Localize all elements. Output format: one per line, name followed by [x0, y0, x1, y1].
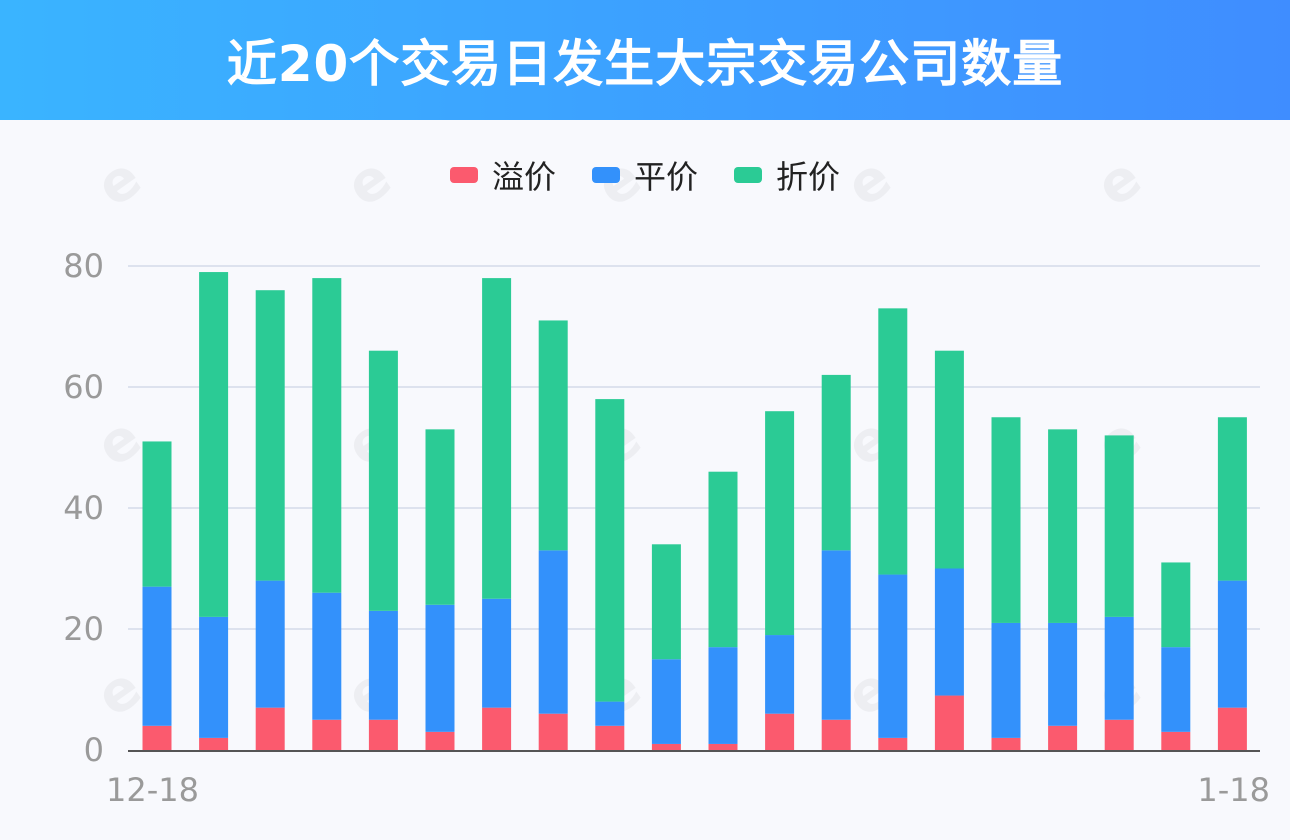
- bar-segment-premium[interactable]: [708, 743, 738, 750]
- bar-segment-par[interactable]: [708, 647, 738, 744]
- grid-lines: [128, 265, 1260, 630]
- bar-segment-discount[interactable]: [595, 399, 625, 702]
- bar-segment-premium[interactable]: [142, 725, 172, 750]
- legend: 溢价 平价 折价: [0, 150, 1290, 200]
- bar-segment-par[interactable]: [1161, 647, 1191, 732]
- bar-segment-par[interactable]: [1048, 622, 1078, 726]
- bar-segment-par[interactable]: [1217, 580, 1247, 708]
- bar-segment-premium[interactable]: [1048, 725, 1078, 750]
- legend-swatch-par: [591, 167, 620, 183]
- bar-segment-par[interactable]: [651, 659, 681, 744]
- bar-segment-discount[interactable]: [651, 544, 681, 660]
- bar-segment-par[interactable]: [765, 635, 795, 714]
- bar-segment-par[interactable]: [142, 586, 172, 726]
- bar-segment-premium[interactable]: [425, 731, 455, 750]
- bar-segment-discount[interactable]: [708, 471, 738, 648]
- legend-item-discount[interactable]: 折价: [734, 152, 840, 198]
- bar-segment-premium[interactable]: [878, 737, 908, 750]
- bar-segment-discount[interactable]: [765, 411, 795, 636]
- bar-segment-par[interactable]: [425, 604, 455, 732]
- bar-segment-premium[interactable]: [1161, 731, 1191, 750]
- bar-segment-discount[interactable]: [368, 350, 398, 611]
- bar-segment-par[interactable]: [368, 610, 398, 720]
- bar-segment-par[interactable]: [934, 568, 964, 696]
- legend-item-par[interactable]: 平价: [591, 152, 698, 198]
- bar-segment-discount[interactable]: [1048, 429, 1078, 623]
- bar-segment-discount[interactable]: [878, 308, 908, 575]
- x-tick-label: 12-18: [106, 771, 199, 809]
- bar-segment-discount[interactable]: [199, 272, 229, 617]
- bar-segment-premium[interactable]: [821, 719, 851, 750]
- x-tick-label: 1-18: [1197, 771, 1270, 809]
- bar-segment-par[interactable]: [821, 550, 851, 720]
- bar-segment-premium[interactable]: [312, 719, 342, 750]
- legend-swatch-discount: [734, 167, 762, 183]
- bar-segment-premium[interactable]: [934, 695, 964, 750]
- x-axis-ticks: 12-18 1-18: [106, 771, 1270, 809]
- bar-segment-discount[interactable]: [538, 320, 568, 551]
- legend-item-premium[interactable]: 溢价: [449, 152, 556, 198]
- bar-segment-par[interactable]: [482, 598, 512, 708]
- legend-label-discount: 折价: [776, 158, 841, 196]
- bar-segment-premium[interactable]: [991, 737, 1021, 750]
- bar-segment-discount[interactable]: [821, 374, 851, 551]
- legend-swatch-premium: [449, 167, 478, 183]
- bar-segment-par[interactable]: [312, 592, 342, 720]
- bar-segment-premium[interactable]: [595, 725, 625, 750]
- page-title: 近20个交易日发生大宗交易公司数量: [226, 35, 1064, 93]
- legend-label-par: 平价: [633, 158, 698, 196]
- bar-segment-discount[interactable]: [1161, 562, 1191, 648]
- bar-segment-discount[interactable]: [934, 350, 964, 569]
- header-banner: 近20个交易日发生大宗交易公司数量: [0, 0, 1290, 120]
- bar-segment-premium[interactable]: [651, 743, 681, 750]
- bar-segment-premium[interactable]: [255, 707, 285, 750]
- y-tick-label: 40: [63, 489, 104, 527]
- bar-segment-premium[interactable]: [538, 713, 568, 750]
- legend-label-premium: 溢价: [491, 158, 556, 196]
- bar-segment-par[interactable]: [199, 616, 229, 738]
- bar-segment-discount[interactable]: [255, 290, 285, 581]
- y-tick-label: 20: [63, 610, 104, 648]
- bar-segment-discount[interactable]: [142, 441, 172, 587]
- bar-segment-par[interactable]: [538, 550, 568, 714]
- bar-segment-premium[interactable]: [765, 713, 795, 750]
- bar-segment-discount[interactable]: [1104, 435, 1134, 617]
- bar-segment-discount[interactable]: [425, 429, 455, 605]
- bars: [142, 272, 1247, 750]
- bar-segment-premium[interactable]: [1217, 707, 1247, 750]
- bar-segment-premium[interactable]: [199, 737, 229, 750]
- bar-segment-discount[interactable]: [1217, 417, 1247, 581]
- bar-segment-par[interactable]: [595, 701, 625, 726]
- bar-segment-discount[interactable]: [312, 278, 342, 593]
- bar-segment-discount[interactable]: [991, 417, 1021, 623]
- y-axis-ticks: 0 20 40 60 80: [63, 247, 104, 769]
- y-tick-label: 0: [84, 731, 104, 769]
- bar-segment-par[interactable]: [255, 580, 285, 708]
- y-tick-label: 60: [63, 368, 104, 406]
- bar-segment-premium[interactable]: [368, 719, 398, 750]
- bar-segment-par[interactable]: [991, 622, 1021, 738]
- bar-segment-premium[interactable]: [482, 707, 512, 750]
- y-tick-label: 80: [63, 247, 104, 285]
- bar-segment-par[interactable]: [1104, 616, 1134, 720]
- bar-segment-discount[interactable]: [482, 278, 512, 599]
- bar-segment-premium[interactable]: [1104, 719, 1134, 750]
- bar-segment-par[interactable]: [878, 574, 908, 738]
